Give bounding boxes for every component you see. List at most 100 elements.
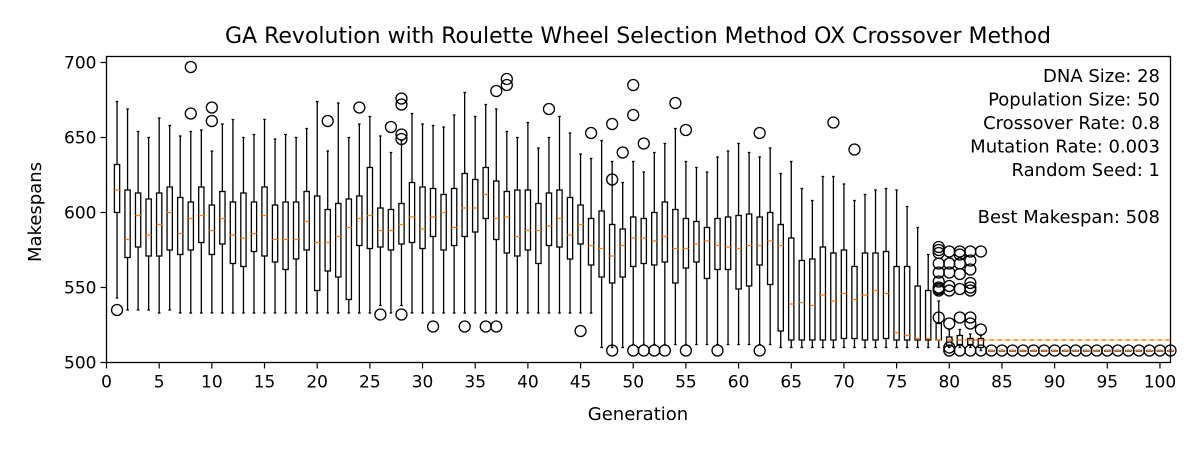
box-gen-66 <box>798 187 806 349</box>
outlier-point <box>606 117 619 131</box>
box-body <box>872 252 879 341</box>
box-gen-51 <box>637 137 650 357</box>
box-gen-7 <box>176 135 184 314</box>
outlier-point <box>953 311 966 324</box>
outlier-point <box>184 60 197 74</box>
box-gen-88 <box>1027 344 1040 357</box>
y-tick-label: 600 <box>64 204 96 224</box>
info-line: Best Makespan: 508 <box>978 207 1160 228</box>
x-tick-label: 15 <box>254 373 276 393</box>
box-gen-52 <box>648 151 661 357</box>
box-gen-79 <box>932 240 945 349</box>
box-body <box>271 204 279 263</box>
box-gen-98 <box>1132 344 1146 357</box>
box-body <box>176 196 184 256</box>
box-gen-100 <box>1153 344 1167 357</box>
outlier-point <box>953 267 966 281</box>
box-gen-8 <box>184 60 197 314</box>
box-body <box>714 217 721 271</box>
box-gen-81 <box>953 245 966 357</box>
box-body <box>398 202 405 245</box>
outlier-point <box>574 324 587 338</box>
outlier-point <box>964 284 977 297</box>
box-gen-3 <box>134 130 142 311</box>
box-gen-49 <box>616 146 629 349</box>
box-body <box>334 202 342 278</box>
box-gen-2 <box>124 108 131 311</box>
box-gen-99 <box>1143 344 1156 357</box>
box-body <box>766 211 774 286</box>
outlier-point <box>964 254 977 267</box>
box-body <box>303 190 310 251</box>
box-gen-59 <box>724 150 732 346</box>
box-gen-72 <box>861 193 869 349</box>
box-gen-30 <box>419 123 426 314</box>
box-gen-15 <box>261 118 268 314</box>
y-tick-label: 650 <box>64 129 96 149</box>
outlier-point <box>679 123 693 137</box>
y-axis: 500 550 600 650 700 <box>64 54 107 374</box>
box-gen-38 <box>500 72 513 314</box>
outlier-point <box>490 320 503 333</box>
x-tick-label: 80 <box>938 373 960 393</box>
box-body <box>345 198 353 301</box>
box-body <box>587 217 595 266</box>
x-tick-label: 90 <box>1044 373 1066 393</box>
x-tick-label: 0 <box>101 373 112 393</box>
outlier-point <box>943 245 956 258</box>
outlier-point <box>848 143 861 156</box>
box-body <box>840 249 848 340</box>
x-tick-label: 75 <box>886 373 908 393</box>
box-body <box>745 213 753 287</box>
outlier-point <box>627 78 640 92</box>
box-gen-19 <box>303 127 310 314</box>
box-gen-32 <box>440 126 447 314</box>
box-gen-16 <box>271 138 279 314</box>
box-body <box>198 186 205 244</box>
box-gen-58 <box>711 156 724 357</box>
x-tick-label: 20 <box>306 373 328 393</box>
box-body <box>471 178 479 233</box>
box-gen-23 <box>345 136 353 314</box>
outlier-point <box>500 78 513 92</box>
box-gen-70 <box>840 183 848 349</box>
outlier-point <box>679 344 693 357</box>
outlier-point <box>606 173 619 186</box>
box-body <box>619 228 626 278</box>
outlier-point <box>648 344 661 357</box>
info-line: Mutation Rate: 0.003 <box>970 137 1160 158</box>
box-gen-36 <box>479 103 492 333</box>
x-tick-label: 55 <box>675 373 697 393</box>
box-body <box>787 237 795 341</box>
box-gen-6 <box>166 124 173 311</box>
box-gen-97 <box>1122 344 1135 357</box>
box-body <box>408 181 416 244</box>
box-body <box>682 217 690 269</box>
box-gen-55 <box>679 123 693 357</box>
outlier-point <box>943 317 956 330</box>
box-body <box>756 216 763 266</box>
box-body <box>830 252 837 341</box>
info-line: Population Size: 50 <box>988 90 1160 111</box>
box-body <box>777 223 785 332</box>
box-gen-35 <box>471 115 479 314</box>
outlier-point <box>490 84 503 98</box>
box-gen-87 <box>1016 344 1030 357</box>
outlier-point <box>932 311 945 324</box>
box-gen-25 <box>366 115 374 314</box>
box-gen-74 <box>882 187 890 349</box>
x-tick-label: 100 <box>1144 373 1176 393</box>
box-gen-89 <box>1037 344 1051 357</box>
box-body <box>861 252 869 341</box>
box-body <box>282 201 289 271</box>
plot-frame <box>105 55 1172 364</box>
info-line: Crossover Rate: 0.8 <box>983 113 1160 134</box>
box-gen-57 <box>703 171 711 346</box>
box-body <box>640 217 648 265</box>
box-body <box>429 187 437 238</box>
x-tick-label: 25 <box>359 373 381 393</box>
outlier-point <box>964 281 977 294</box>
outlier-point <box>964 276 977 290</box>
box-body <box>240 192 247 268</box>
outlier-point <box>395 308 408 321</box>
